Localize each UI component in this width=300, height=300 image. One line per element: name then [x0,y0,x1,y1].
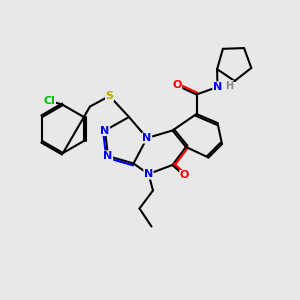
Text: H: H [225,80,233,91]
Text: N: N [213,82,222,92]
Text: N: N [144,169,153,179]
Text: O: O [172,80,182,91]
Text: O: O [180,170,189,181]
Text: N: N [142,133,152,143]
Text: N: N [103,151,112,161]
Text: Cl: Cl [44,95,56,106]
Text: N: N [100,125,109,136]
Text: S: S [106,91,113,101]
